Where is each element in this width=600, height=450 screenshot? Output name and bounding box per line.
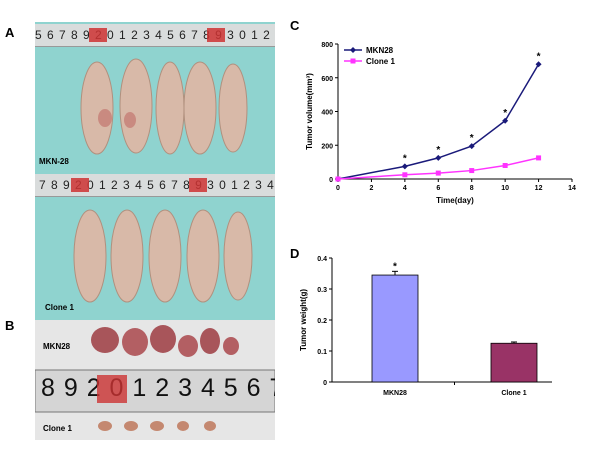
data-point xyxy=(401,163,408,170)
y-tick-label: 0.3 xyxy=(317,287,327,294)
ruler-red-mark-20 xyxy=(97,375,127,403)
x-tick-label: 10 xyxy=(501,185,509,192)
mice-group-mkn28 xyxy=(80,58,248,155)
x-tick-label: 12 xyxy=(535,185,543,192)
data-point xyxy=(469,168,475,174)
tumor xyxy=(124,112,136,128)
ruler-digits: 7 8 9 2 0 1 2 3 4 5 6 7 8 9 3 0 1 2 3 4 … xyxy=(39,178,275,192)
significance-marker: * xyxy=(470,133,474,144)
y-tick-label: 200 xyxy=(321,143,333,150)
y-tick-label: 600 xyxy=(321,76,333,83)
mouse xyxy=(223,211,253,301)
significance-marker: * xyxy=(436,145,440,156)
category-label: Clone 1 xyxy=(501,390,526,397)
mouse xyxy=(186,209,220,303)
line-chart: 0 200 400 600 800 0 2 4 6 8 10 12 14 Time(day) Tumor v… xyxy=(305,42,576,205)
data-point xyxy=(502,163,508,168)
mouse xyxy=(218,63,248,153)
data-point xyxy=(335,176,341,182)
tumor-samples xyxy=(35,325,275,431)
y-tick-label: 400 xyxy=(321,110,333,117)
legend-marker xyxy=(350,47,356,53)
panel-b-letter: B xyxy=(5,318,15,333)
bar-chart: 0 0.1 0.2 0.3 0.4 Tumor weight(g) MKN28 * Clone … xyxy=(299,256,552,397)
tumor-sample xyxy=(124,421,138,431)
ruler-digits: 8 9 2 0 1 2 3 4 5 6 7 8 xyxy=(41,374,275,402)
ruler-red-mark-30 xyxy=(207,28,225,42)
x-tick-label: 6 xyxy=(436,185,440,192)
y-axis-label: Tumor weight(g) xyxy=(299,289,308,351)
mouse xyxy=(119,58,153,154)
panel-d-letter: D xyxy=(290,246,300,261)
tumor-row-label-mkn28: MKN28 xyxy=(43,342,71,351)
ruler-top: 5 6 7 8 9 2 0 1 2 3 4 5 6 7 8 9 3 0 1 2 … xyxy=(35,24,275,47)
group-label-mkn-28: MKN-28 xyxy=(39,157,69,166)
x-tick-label: 2 xyxy=(369,185,373,192)
data-point xyxy=(535,61,542,68)
data-point xyxy=(536,155,542,161)
significance-marker: * xyxy=(393,261,397,272)
tumor-sample xyxy=(122,328,148,356)
significance-marker: * xyxy=(503,108,507,119)
ruler-digits: 5 6 7 8 9 2 0 1 2 3 4 5 6 7 8 9 3 0 1 2 … xyxy=(35,28,275,42)
legend-label: Clone 1 xyxy=(366,57,395,66)
panel-a-top-photo: 5 6 7 8 9 2 0 1 2 3 4 5 6 7 8 9 3 0 1 2 … xyxy=(35,22,275,172)
bar xyxy=(371,274,419,383)
significance-marker: * xyxy=(537,51,541,62)
y-tick-label: 0.4 xyxy=(317,256,327,263)
panel-b-photo: MKN28 8 9 2 0 1 2 3 4 5 6 7 8 Clone 1 xyxy=(35,320,275,440)
x-axis-label: Time(day) xyxy=(436,196,474,205)
group-label-clone-1: Clone 1 xyxy=(45,303,74,312)
tumor-sample xyxy=(178,335,198,357)
tumor xyxy=(98,109,112,127)
panel-a-bottom-photo: 7 8 9 2 0 1 2 3 4 5 6 7 8 9 3 0 1 2 3 4 … xyxy=(35,172,275,320)
y-tick-label: 0 xyxy=(329,177,333,184)
tumor-row-label-clone1: Clone 1 xyxy=(43,424,72,433)
ruler-red-mark-20 xyxy=(89,28,107,42)
series-line-1 xyxy=(337,157,539,180)
legend-marker xyxy=(350,58,356,64)
mouse xyxy=(73,209,107,303)
y-tick-label: 0.2 xyxy=(317,318,327,325)
y-tick-label: 800 xyxy=(321,42,333,49)
mice-group-clone1 xyxy=(73,209,253,303)
data-point xyxy=(435,154,442,161)
mouse xyxy=(155,61,185,155)
x-tick-label: 0 xyxy=(336,185,340,192)
y-tick-label: 0 xyxy=(323,380,327,387)
mouse xyxy=(80,61,114,155)
legend-label: MKN28 xyxy=(366,46,394,55)
y-tick-label: 0.1 xyxy=(317,349,327,356)
data-point xyxy=(502,117,509,124)
mouse xyxy=(110,209,144,303)
x-tick-label: 8 xyxy=(470,185,474,192)
tumor-sample xyxy=(204,421,216,431)
panel-a-letter: A xyxy=(5,25,15,40)
y-axis-label: Tumor volume(mm³) xyxy=(305,73,314,150)
ruler-red-mark-20 xyxy=(71,178,89,192)
tumor-sample xyxy=(223,337,239,355)
series-line-0 xyxy=(337,63,540,180)
mouse xyxy=(148,209,182,303)
significance-marker: * xyxy=(403,153,407,164)
tumor-sample xyxy=(150,325,176,353)
bar xyxy=(490,342,538,383)
mouse xyxy=(183,61,217,155)
tumor-sample xyxy=(91,327,119,353)
x-tick-label: 14 xyxy=(568,185,576,192)
category-label: MKN28 xyxy=(383,390,407,397)
tumor-sample xyxy=(200,328,220,354)
data-point xyxy=(468,143,475,150)
tumor-sample xyxy=(98,421,112,431)
tumor-sample xyxy=(150,421,164,431)
data-point xyxy=(435,170,441,176)
data-point xyxy=(402,172,408,178)
ruler-bottom: 7 8 9 2 0 1 2 3 4 5 6 7 8 9 3 0 1 2 3 4 … xyxy=(35,174,275,197)
tumor-sample xyxy=(177,421,189,431)
ruler-red-mark-30 xyxy=(189,178,207,192)
x-tick-label: 4 xyxy=(403,185,407,192)
panel-c-letter: C xyxy=(290,18,300,33)
ruler xyxy=(35,369,275,413)
